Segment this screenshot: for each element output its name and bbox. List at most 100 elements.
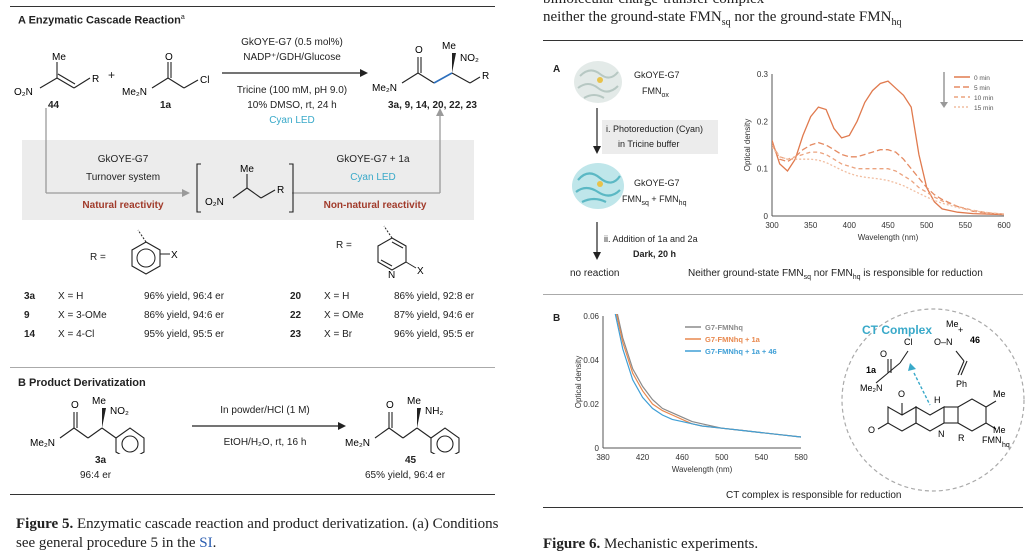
- y-tick-label: 0.3: [757, 70, 769, 79]
- caption-rule-right: [543, 507, 1023, 508]
- condition-enzyme: GkOYE-G7 (0.5 mol%): [241, 37, 343, 48]
- svg-text:O₂N: O₂N: [14, 87, 33, 98]
- x-tick-label: 500: [920, 221, 934, 230]
- condition-cofactor: NADP⁺/GDH/Glucose: [243, 52, 341, 63]
- condition-light: Cyan LED: [269, 115, 315, 126]
- no-reaction-label: no reaction: [570, 268, 620, 279]
- svg-text:R: R: [482, 71, 489, 82]
- product-45-label: 45: [405, 455, 417, 466]
- svg-text:+: +: [958, 325, 963, 335]
- figure-6-caption: Figure 6. Mechanistic experiments.: [543, 536, 759, 552]
- svg-text:O: O: [165, 52, 173, 63]
- step1-line1: i. Photoreduction (Cyan): [606, 124, 704, 134]
- section-b-title: B Product Derivatization: [18, 377, 146, 389]
- svg-text:O: O: [868, 425, 875, 435]
- y-tick-label: 0.02: [583, 400, 599, 409]
- ct-fmn-label: FMN: [982, 435, 1002, 445]
- figure-5-caption: Figure 5. Enzymatic cascade reaction and…: [16, 516, 499, 551]
- svg-text:Me₂N: Me₂N: [860, 383, 883, 393]
- step2-arrow: [593, 222, 601, 260]
- product-45-result: 65% yield, 96:4 er: [365, 470, 446, 481]
- svg-text:Me: Me: [92, 396, 106, 407]
- deriv-arrow: [192, 422, 346, 430]
- box-left-system: Turnover system: [85, 172, 161, 183]
- fig6-top-rule: [543, 40, 1023, 41]
- y-axis-label: Optical density: [574, 356, 583, 408]
- si-link[interactable]: SI: [199, 535, 213, 551]
- ct-fmn-sub: hq: [1002, 442, 1010, 449]
- y-tick-label: 0: [764, 212, 769, 221]
- y-tick-label: 0.2: [757, 117, 769, 126]
- panel-divider: [543, 294, 1023, 295]
- non-natural-reactivity-label: Non-natural reactivity: [323, 200, 427, 211]
- table-row: 22 X = OMe 87% yield, 94:6 er: [290, 310, 475, 321]
- svg-text:O: O: [386, 400, 394, 411]
- svg-text:R: R: [277, 185, 284, 196]
- x-tick-label: 580: [794, 453, 808, 462]
- panel-a-conclusion: Neither ground-state FMNsq nor FMNhq is …: [688, 268, 983, 281]
- natural-reactivity-label: Natural reactivity: [82, 200, 164, 211]
- legend-label: 10 min: [974, 95, 994, 102]
- section-divider: [10, 367, 495, 368]
- x-tick-label: 300: [765, 221, 779, 230]
- x-tick-label: 540: [755, 453, 769, 462]
- x-tick-label: 350: [804, 221, 818, 230]
- body-text-line2: neither the ground-state FMNsq nor the g…: [543, 9, 902, 28]
- x-axis-label: Wavelength (nm): [858, 233, 919, 242]
- svg-text:Me: Me: [946, 319, 959, 329]
- svg-text:NH₂: NH₂: [425, 406, 443, 417]
- table-row: 14 X = 4-Cl 95% yield, 95:5 er: [24, 329, 225, 340]
- series-line: [772, 141, 1004, 215]
- pyridyl-x-structure: N X: [377, 225, 424, 281]
- svg-text:O: O: [880, 349, 887, 359]
- box-left-enzyme: GkOYE-G7: [97, 154, 149, 165]
- panel-b-label: B: [553, 313, 561, 324]
- substrate-44-label: 44: [48, 100, 60, 111]
- ct-complex-title: CT Complex: [862, 323, 933, 337]
- x-tick-label: 500: [715, 453, 729, 462]
- svg-text:N: N: [388, 270, 395, 281]
- svg-text:R: R: [958, 433, 965, 443]
- product-45-structure: O Me NH₂ Me₂N: [345, 396, 460, 454]
- legend-label: G7-FMNhq: [705, 323, 743, 332]
- ct-46-label: 46: [970, 335, 980, 345]
- step1-line2: in Tricine buffer: [618, 139, 680, 149]
- box-right-enzyme: GkOYE-G7 + 1a: [336, 154, 410, 165]
- results-table-right: 20 X = H 86% yield, 92:8 er 22 X = OMe 87% y…: [290, 287, 480, 344]
- uv-vis-chart-b: 380 420 460 500 540 580 0 0.02 0.04 0.06 Wavelengt…: [574, 312, 808, 474]
- legend-label: 0 min: [974, 75, 990, 82]
- table-row: 3a X = H 96% yield, 96:4 er: [24, 291, 225, 302]
- x-tick-label: 600: [997, 221, 1011, 230]
- product-structure: O Me NO₂ R Me₂N: [372, 41, 489, 94]
- svg-text:Cl: Cl: [904, 337, 913, 347]
- series-line: [772, 146, 1004, 215]
- mechanism-arrows: [45, 108, 444, 197]
- plus-sign: +: [108, 68, 116, 82]
- y-tick-label: 0: [595, 444, 600, 453]
- panel-a-label: A: [553, 64, 561, 75]
- svg-text:NO₂: NO₂: [460, 53, 479, 64]
- y-axis-label: Optical density: [743, 119, 752, 171]
- condition-solvent: 10% DMSO, rt, 24 h: [247, 100, 337, 111]
- x-tick-label: 450: [881, 221, 895, 230]
- phenyl-x-structure: X: [131, 229, 178, 275]
- enzyme-ox-image: [574, 61, 622, 103]
- step1-box: [602, 120, 718, 154]
- svg-text:Me: Me: [52, 52, 66, 63]
- svg-text:Me: Me: [407, 396, 421, 407]
- reaction-arrow: [222, 69, 368, 77]
- svg-text:Me: Me: [993, 425, 1006, 435]
- x-tick-label: 380: [596, 453, 610, 462]
- svg-text:Me₂N: Me₂N: [345, 438, 370, 449]
- box-right-light: Cyan LED: [350, 172, 396, 183]
- enzyme-ox-cofactor: FMNox: [642, 86, 669, 99]
- condition-buffer: Tricine (100 mM, pH 9.0): [236, 85, 348, 96]
- svg-text:Me: Me: [240, 164, 254, 175]
- svg-text:Ph: Ph: [956, 379, 967, 389]
- y-tick-label: 0.06: [583, 312, 599, 321]
- series-line: [772, 80, 1004, 216]
- svg-text:N: N: [938, 429, 945, 439]
- svg-text:O: O: [71, 400, 79, 411]
